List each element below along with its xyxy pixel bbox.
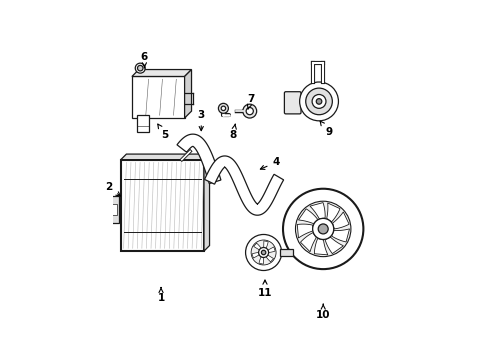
Polygon shape [297,224,313,238]
Text: 9: 9 [320,121,332,137]
Polygon shape [268,247,275,252]
Polygon shape [332,229,349,242]
Polygon shape [259,257,264,264]
Polygon shape [132,69,192,76]
Polygon shape [252,252,259,258]
Polygon shape [333,212,349,229]
Circle shape [219,103,228,113]
Text: 11: 11 [258,280,272,298]
Circle shape [245,234,282,270]
Polygon shape [314,239,328,255]
Circle shape [261,250,266,255]
Circle shape [138,66,143,71]
Polygon shape [327,203,340,222]
Circle shape [221,106,225,111]
Polygon shape [298,209,318,224]
Text: 8: 8 [229,124,237,140]
Text: 6: 6 [141,52,148,68]
Circle shape [259,247,269,257]
Polygon shape [300,233,317,252]
Circle shape [283,189,364,269]
Polygon shape [266,255,273,262]
Circle shape [306,88,332,115]
FancyBboxPatch shape [284,92,301,114]
Polygon shape [254,243,261,250]
Circle shape [295,201,351,257]
Circle shape [246,108,253,115]
Circle shape [243,104,257,118]
Text: 7: 7 [247,94,255,109]
FancyBboxPatch shape [110,204,117,215]
FancyBboxPatch shape [280,249,293,256]
Polygon shape [204,156,284,215]
Polygon shape [204,154,210,251]
Circle shape [312,94,326,108]
Polygon shape [177,134,221,184]
FancyBboxPatch shape [132,76,185,118]
Text: 4: 4 [260,157,280,170]
Circle shape [318,224,328,234]
FancyBboxPatch shape [121,159,204,251]
Polygon shape [325,237,343,254]
FancyBboxPatch shape [138,115,148,132]
Text: 10: 10 [316,304,330,320]
FancyBboxPatch shape [108,196,120,223]
Circle shape [299,82,339,121]
Polygon shape [310,203,325,219]
Circle shape [316,99,322,104]
Polygon shape [121,154,210,159]
Polygon shape [185,69,192,118]
Polygon shape [264,241,268,248]
Text: 3: 3 [197,110,205,131]
Text: 1: 1 [157,288,165,303]
Text: 2: 2 [105,183,121,196]
Circle shape [251,240,276,265]
Circle shape [313,219,334,239]
Circle shape [135,63,145,73]
Text: 5: 5 [158,124,169,140]
